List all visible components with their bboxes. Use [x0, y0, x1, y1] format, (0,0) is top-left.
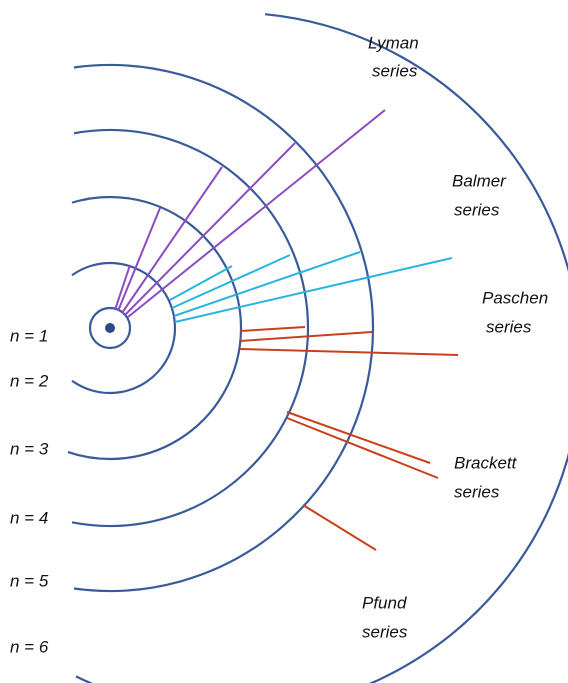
series-word: series — [454, 200, 500, 219]
transition — [239, 331, 373, 342]
series-name: Lyman — [368, 33, 419, 52]
transition — [169, 265, 233, 301]
transition — [171, 254, 291, 309]
transition — [117, 207, 161, 312]
orbit — [67, 195, 243, 461]
level-label: n = 5 — [10, 571, 49, 590]
series-name: Balmer — [452, 171, 507, 190]
balmer-lines — [169, 251, 453, 323]
transition — [127, 109, 386, 318]
transition — [239, 326, 306, 332]
transition — [302, 504, 377, 551]
series-word: series — [372, 61, 418, 80]
pfund-lines — [302, 504, 377, 551]
orbits — [67, 13, 568, 683]
transition — [173, 251, 361, 317]
transition — [114, 264, 131, 311]
orbit — [73, 63, 375, 593]
level-label: n = 1 — [10, 326, 48, 345]
orbit-n1 — [88, 306, 132, 350]
series-name: Paschen — [482, 288, 548, 307]
level-label: n = 2 — [10, 371, 49, 390]
transition — [174, 257, 453, 323]
orbit — [75, 13, 568, 683]
transition — [286, 411, 431, 464]
transition — [239, 348, 459, 356]
transition — [121, 166, 223, 314]
level-label: n = 6 — [10, 637, 49, 656]
transition — [286, 417, 439, 479]
series-word: series — [362, 622, 408, 641]
lyman-lines — [114, 109, 386, 318]
series-name: Brackett — [454, 453, 518, 472]
series-name: Pfund — [362, 593, 407, 612]
series-word: series — [486, 317, 532, 336]
brackett-lines — [286, 411, 439, 479]
level-label: n = 3 — [10, 439, 49, 458]
orbit — [71, 261, 177, 395]
transition — [124, 142, 296, 316]
level-label: n = 4 — [10, 508, 48, 527]
paschen-lines — [239, 326, 459, 356]
orbit — [71, 128, 310, 528]
nucleus — [105, 323, 115, 333]
series-word: series — [454, 482, 500, 501]
